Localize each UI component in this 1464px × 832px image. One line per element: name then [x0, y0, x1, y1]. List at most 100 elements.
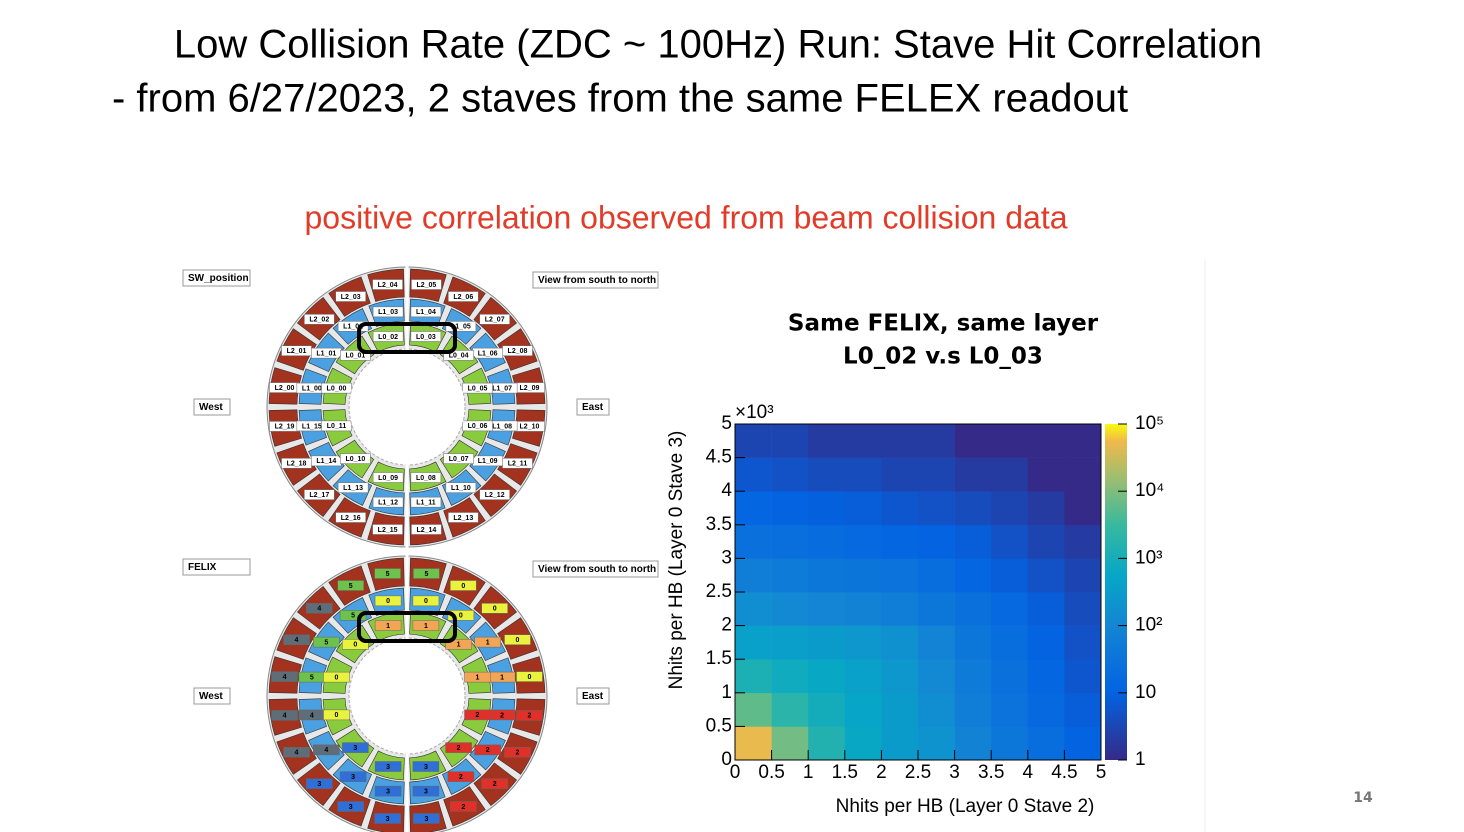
- stave-label: L0_04: [449, 353, 469, 360]
- cell: [954, 692, 992, 727]
- stave-label-box: [448, 512, 479, 523]
- felix-number: 2: [461, 804, 465, 811]
- stave-label: L1_12: [378, 499, 398, 506]
- cell: [918, 457, 955, 492]
- felix-number: 2: [457, 745, 461, 752]
- colorbar-tick-label: 10⁵: [1135, 413, 1164, 434]
- cell: [954, 491, 992, 526]
- page-number: 14: [1353, 790, 1373, 806]
- stave-label: L2_11: [508, 461, 528, 468]
- cell: [991, 491, 1029, 526]
- stave-label: L0_03: [416, 334, 436, 341]
- felix-box: [323, 709, 350, 721]
- cell: [1027, 625, 1065, 660]
- felix-box: [445, 742, 472, 753]
- cell: [808, 491, 846, 526]
- felix-box: [342, 639, 369, 650]
- stave-label-box: [479, 314, 510, 325]
- stave-label-box: [304, 314, 335, 325]
- felix-box: [283, 634, 310, 645]
- cell: [771, 659, 809, 694]
- felix-box: [413, 568, 440, 579]
- cell: [1064, 592, 1102, 626]
- cell: [991, 457, 1029, 492]
- stave-label: L1_11: [416, 499, 436, 506]
- cell: [1064, 558, 1102, 593]
- cell: [1064, 457, 1102, 492]
- felix-box: [481, 778, 508, 789]
- felix-box: [342, 742, 369, 753]
- felix-number: 2: [500, 712, 504, 719]
- cell: [918, 692, 955, 727]
- stave-label: L0_08: [416, 475, 436, 482]
- felix-number: 1: [500, 674, 504, 681]
- stave-label-box: [372, 472, 404, 483]
- cell: [771, 491, 809, 526]
- felix-box: [481, 603, 508, 614]
- cell: [1064, 424, 1102, 458]
- cell: [991, 692, 1029, 727]
- cell: [735, 726, 772, 761]
- stave-label: L0_02: [378, 334, 398, 341]
- felix-number: 3: [349, 804, 353, 811]
- stave-label-box: [321, 420, 352, 432]
- stave-label: L0_00: [327, 385, 347, 392]
- west-label-box: [193, 398, 231, 416]
- chart-title: Same FELIX, same layer: [788, 311, 1099, 337]
- cell: [1064, 524, 1102, 559]
- felix-box: [374, 595, 402, 607]
- cell: [735, 592, 772, 626]
- cell: [881, 726, 919, 761]
- felix-number: 4: [295, 750, 299, 757]
- cell: [1064, 659, 1102, 694]
- cell: [771, 726, 809, 761]
- cell: [844, 726, 882, 761]
- x-tick-label: 0.5: [758, 762, 784, 783]
- felix-number: 4: [324, 747, 328, 754]
- felix-number: 3: [424, 816, 428, 823]
- felix-number: 4: [317, 606, 321, 613]
- stave-label: L2_00: [275, 385, 295, 392]
- stave-label: L2_06: [453, 294, 473, 301]
- felix-box: [374, 813, 401, 824]
- felix-box: [474, 744, 501, 756]
- corner-label-box: [182, 269, 251, 287]
- stave-label-box: [337, 321, 369, 332]
- felix-number: 3: [317, 781, 321, 788]
- cell: [771, 424, 809, 458]
- cell: [881, 659, 919, 694]
- stave-label: L2_12: [485, 492, 505, 499]
- cell: [808, 457, 846, 492]
- stave-label: L1_08: [492, 423, 512, 430]
- cell: [881, 592, 919, 626]
- cell: [808, 659, 846, 694]
- y-tick-label: 4.5: [706, 447, 732, 468]
- cell: [991, 592, 1029, 626]
- cell: [735, 625, 772, 660]
- cell: [881, 524, 919, 559]
- cell: [954, 659, 992, 694]
- felix-box: [464, 709, 491, 721]
- cell: [918, 424, 955, 458]
- felix-number: 1: [457, 642, 461, 649]
- felix-number: 5: [386, 571, 390, 578]
- cell: [918, 558, 955, 593]
- y-tick-label: 0.5: [706, 715, 732, 736]
- felix-box: [323, 671, 350, 683]
- stave-label: L1_10: [451, 485, 471, 492]
- felix-number: 0: [353, 642, 357, 649]
- stave-label: L2_04: [378, 282, 398, 289]
- cell: [991, 558, 1029, 593]
- felix-number: 0: [459, 613, 463, 620]
- view-label: View from south to north: [538, 275, 656, 286]
- x-tick-label: 5: [1096, 762, 1107, 783]
- felix-box: [445, 639, 472, 650]
- felix-box: [412, 595, 440, 607]
- felix-number: 2: [516, 750, 520, 757]
- stave-label: L2_15: [378, 527, 398, 534]
- stave-label: L0_10: [345, 456, 365, 463]
- felix-box: [337, 580, 364, 591]
- cell: [844, 625, 882, 660]
- cell: [808, 592, 846, 626]
- x-tick-label: 2: [876, 762, 887, 783]
